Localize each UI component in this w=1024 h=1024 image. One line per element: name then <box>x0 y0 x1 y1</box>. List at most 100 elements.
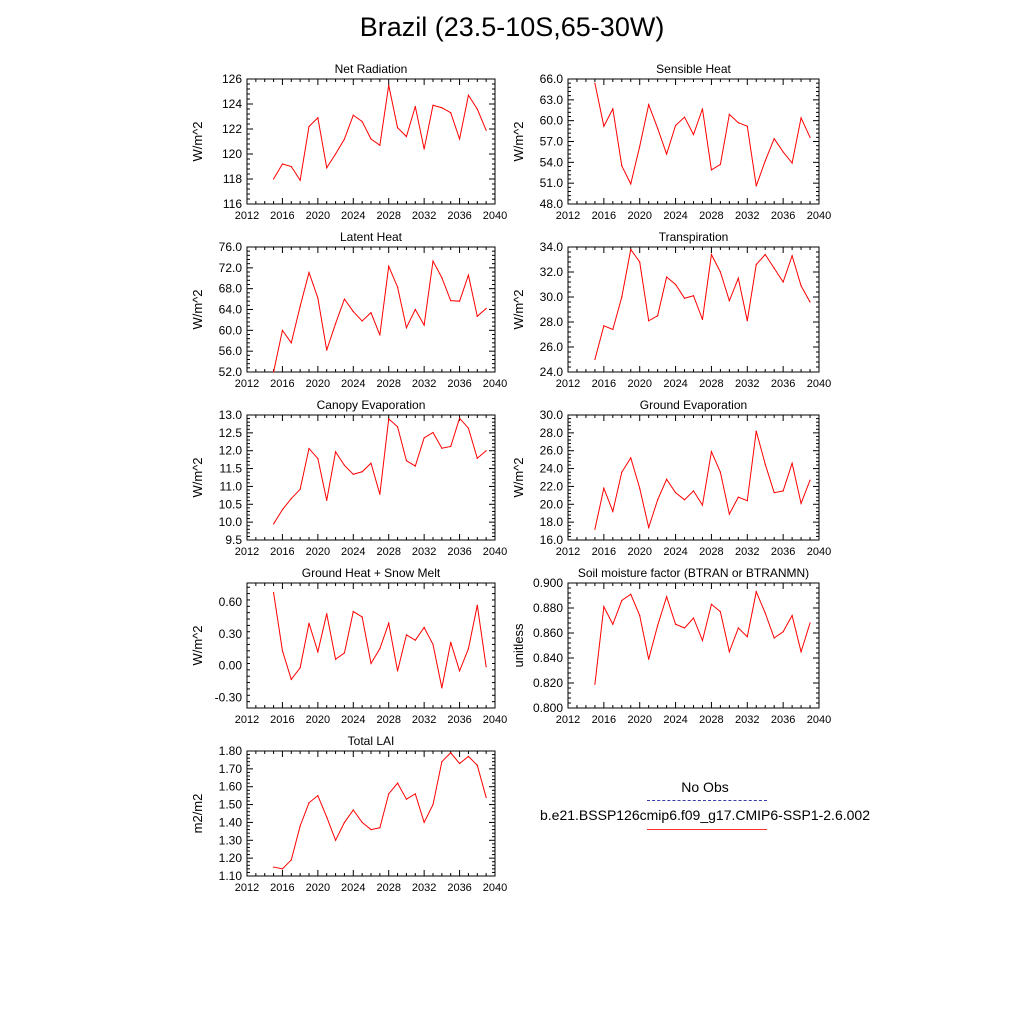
y-tick-label: 26.0 <box>540 444 564 458</box>
chart-panel-9: Total LAI m2/m2 2012 2016 2020 2024 2028 2032 20… <box>190 734 507 894</box>
data-point <box>370 462 372 464</box>
legend-line-case <box>647 829 767 830</box>
data-point <box>405 460 408 462</box>
data-point <box>441 761 443 763</box>
y-tick-label: 76.0 <box>219 240 243 254</box>
y-tick-label: 10.5 <box>219 497 243 511</box>
data-point <box>701 108 704 110</box>
x-tick-label: 2016 <box>270 210 294 222</box>
y-tick-label: 0.880 <box>533 601 563 615</box>
data-point <box>666 596 668 598</box>
x-tick-label: 2032 <box>735 378 759 390</box>
x-tick-label: 2032 <box>412 714 436 726</box>
x-tick-label: 2020 <box>627 546 651 558</box>
x-tick-label: 2024 <box>341 546 365 558</box>
x-tick-label: 2032 <box>735 546 759 558</box>
data-point <box>594 528 596 530</box>
data-point <box>299 825 301 827</box>
x-tick-label: 2012 <box>235 378 259 390</box>
data-point <box>764 160 766 162</box>
data-point <box>621 599 623 602</box>
data-point <box>782 151 784 153</box>
data-point <box>352 611 354 613</box>
data-point <box>326 499 328 501</box>
data-point <box>317 795 319 797</box>
data-point <box>594 358 596 361</box>
data-point <box>405 798 408 800</box>
data-point <box>639 145 641 147</box>
x-tick-label: 2012 <box>235 546 259 558</box>
data-point <box>334 322 337 325</box>
x-tick-label: 2040 <box>807 714 831 726</box>
data-point <box>423 821 425 824</box>
y-tick-label: 32.0 <box>540 265 564 279</box>
x-tick-label: 2016 <box>592 378 616 390</box>
data-point <box>441 687 443 689</box>
data-point <box>450 752 452 754</box>
panel-title: Transpiration <box>659 230 729 244</box>
data-point <box>414 465 416 467</box>
data-point <box>701 504 704 506</box>
data-point <box>791 614 793 617</box>
data-point <box>272 178 275 180</box>
data-point <box>782 281 784 283</box>
data-point <box>414 639 416 641</box>
panel-title: Net Radiation <box>335 62 408 76</box>
data-point <box>308 802 310 804</box>
data-point <box>414 308 416 311</box>
y-tick-label: 118 <box>223 172 242 186</box>
y-tick-label: -0.30 <box>215 690 243 704</box>
data-point <box>692 617 695 619</box>
x-tick-label: 2012 <box>556 546 580 558</box>
series-line <box>273 592 487 688</box>
data-point <box>290 342 292 344</box>
y-tick-label: 60.0 <box>540 114 564 128</box>
data-point <box>379 334 381 336</box>
x-tick-label: 2012 <box>235 882 259 894</box>
y-tick-label: 1.20 <box>219 851 243 865</box>
data-point <box>728 513 730 515</box>
y-tick-label: 0.840 <box>533 651 563 665</box>
x-tick-label: 2032 <box>735 210 759 222</box>
y-axis-label: m2/m2 <box>190 794 205 834</box>
data-point <box>272 591 275 594</box>
y-tick-label: 24.0 <box>540 462 564 476</box>
data-point <box>639 614 641 617</box>
data-point <box>657 315 659 317</box>
data-point <box>343 298 346 300</box>
plot-frame <box>567 582 820 709</box>
series-line <box>273 259 487 373</box>
data-point <box>370 138 372 140</box>
panel-title: Ground Evaporation <box>640 398 747 412</box>
x-tick-label: 2020 <box>306 882 330 894</box>
y-tick-label: 28.0 <box>540 426 564 440</box>
y-tick-label: 1.60 <box>219 780 243 794</box>
data-point <box>485 129 487 131</box>
page-title: Brazil (23.5-10S,65-30W) <box>359 12 665 42</box>
data-point <box>396 782 399 784</box>
y-axis-label: unitless <box>511 623 526 668</box>
x-tick-label: 2040 <box>807 546 831 558</box>
y-tick-label: 0.00 <box>219 659 243 673</box>
data-point <box>683 116 686 118</box>
data-point <box>674 283 677 286</box>
x-tick-label: 2012 <box>556 378 580 390</box>
x-tick-label: 2032 <box>735 714 759 726</box>
data-point <box>281 868 284 870</box>
y-axis-label: W/m^2 <box>190 457 205 497</box>
data-point <box>692 490 695 492</box>
panel-title: Ground Heat + Snow Melt <box>302 566 441 580</box>
x-tick-label: 2028 <box>376 882 400 894</box>
data-point <box>317 117 319 119</box>
data-point <box>621 296 623 298</box>
data-point <box>692 295 695 297</box>
y-tick-label: 0.60 <box>219 595 243 609</box>
data-point <box>441 447 443 449</box>
data-point <box>361 616 363 618</box>
data-point <box>737 627 739 629</box>
chart-panel-2: Sensible Heat W/m^2 2012 2016 2020 2024 2028 20… <box>511 62 831 222</box>
plot-frame <box>567 78 820 205</box>
data-point <box>379 827 381 829</box>
panel-title: Soil moisture factor (BTRAN or BTRANMN) <box>578 566 809 580</box>
